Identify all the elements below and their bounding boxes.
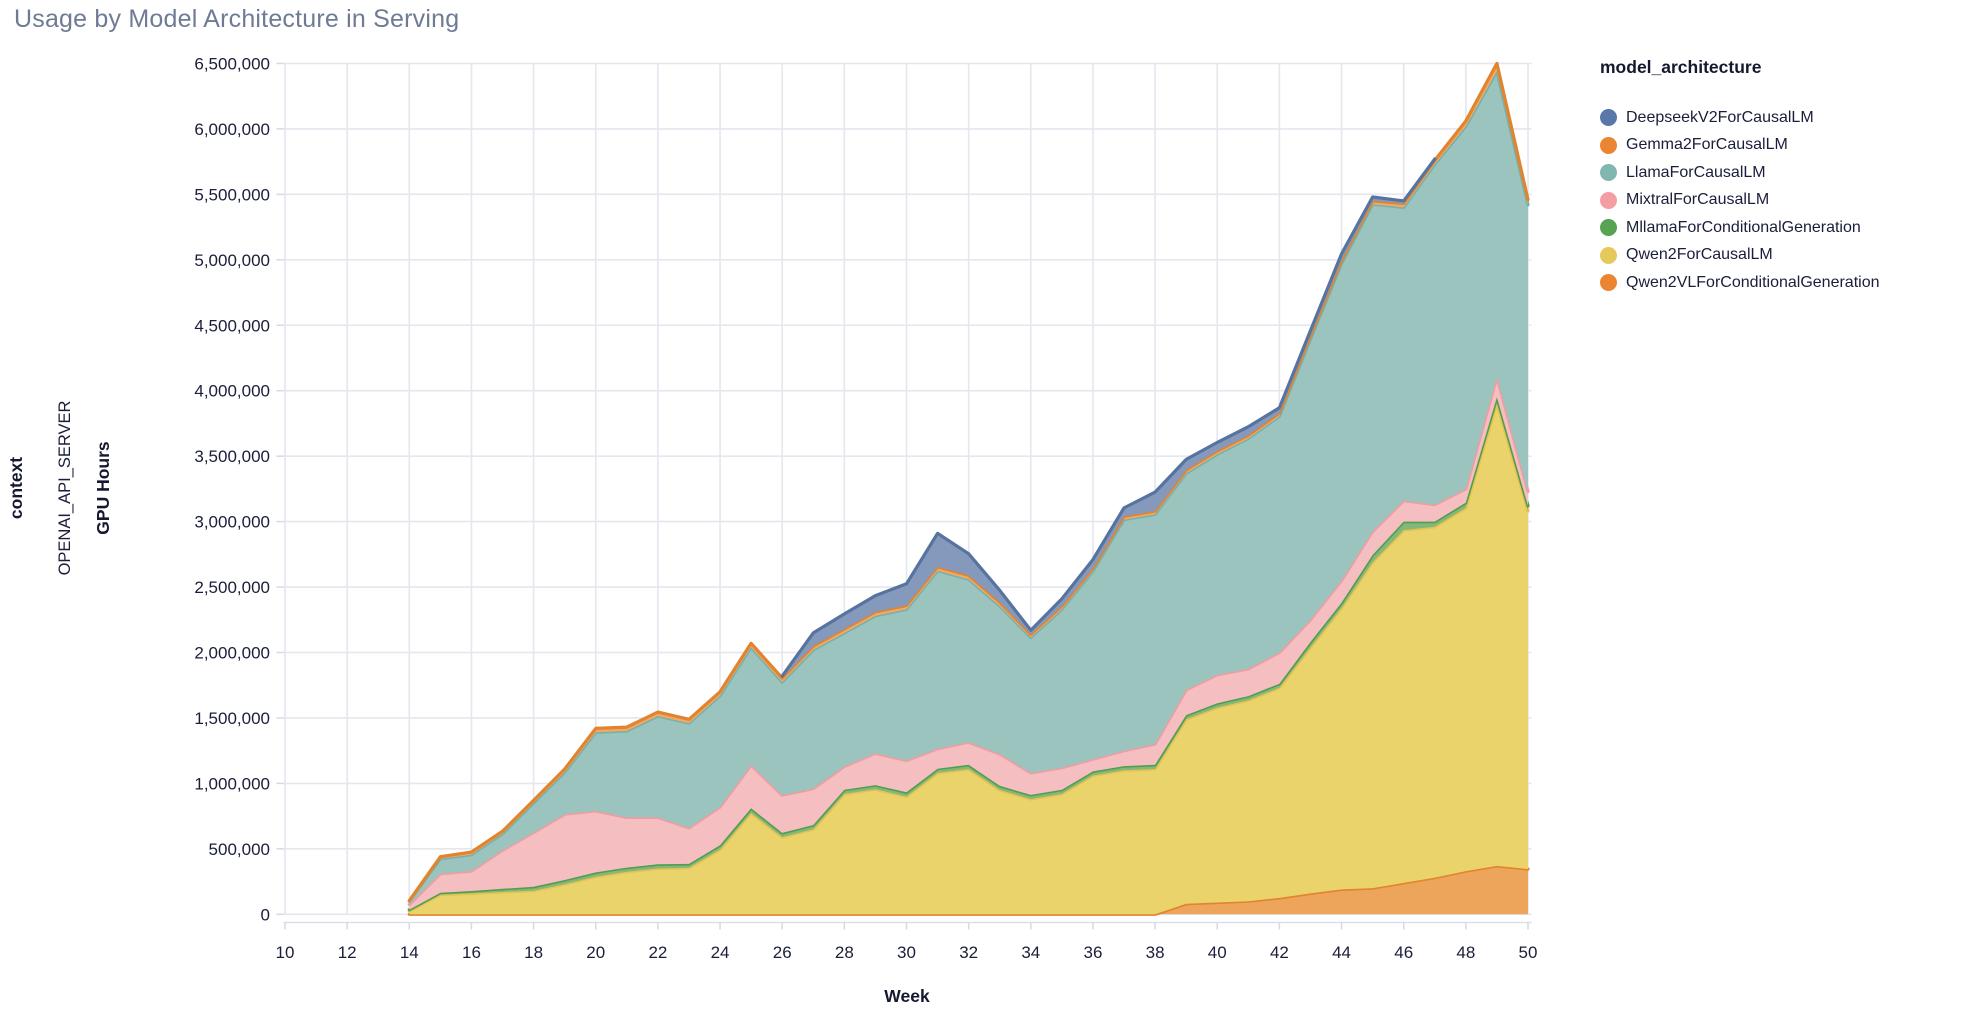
- x-tick-label: 14: [400, 943, 419, 962]
- legend-item: MllamaForConditionalGeneration: [1600, 219, 1960, 236]
- legend-item-label: DeepseekV2ForCausalLM: [1626, 108, 1814, 126]
- x-tick-label: 48: [1456, 943, 1475, 962]
- facet-row-header: context: [6, 457, 26, 519]
- y-tick-label: 6,000,000: [194, 120, 270, 139]
- legend-swatch-icon: [1600, 246, 1617, 264]
- y-tick-label: 3,500,000: [194, 447, 270, 466]
- legend-item: Qwen2VLForConditionalGeneration: [1600, 274, 1960, 291]
- legend-title: model_architecture: [1600, 57, 1762, 77]
- legend-swatch-icon: [1600, 109, 1617, 126]
- legend-item-label: Qwen2ForCausalLM: [1626, 246, 1773, 263]
- area-MllamaForConditionalGeneration: [409, 397, 1528, 911]
- x-tick-label: 32: [959, 943, 978, 962]
- y-axis-title: GPU Hours: [93, 441, 113, 535]
- x-tick-label: 44: [1332, 943, 1351, 962]
- legend-item-label: LlamaForCausalLM: [1626, 163, 1766, 181]
- y-tick-label: 3,000,000: [194, 513, 270, 532]
- x-tick-label: 20: [586, 943, 605, 962]
- facet-row-value: OPENAI_API_SERVER: [56, 400, 74, 575]
- area-MixtralForCausalLM: [409, 377, 1528, 910]
- x-tick-label: 38: [1146, 943, 1165, 962]
- x-tick-label: 42: [1270, 943, 1289, 962]
- legend-item-label: Qwen2VLForConditionalGeneration: [1626, 273, 1880, 291]
- area-LlamaForCausalLM: [409, 71, 1528, 905]
- y-tick-label: 1,000,000: [194, 774, 270, 793]
- y-tick-label: 5,500,000: [194, 185, 270, 204]
- x-tick-label: 10: [276, 943, 295, 962]
- x-tick-label: 30: [897, 943, 916, 962]
- x-tick-label: 12: [338, 943, 357, 962]
- x-tick-label: 36: [1083, 943, 1102, 962]
- legend-item-label: MixtralForCausalLM: [1626, 191, 1770, 208]
- y-tick-label: 2,000,000: [194, 644, 270, 663]
- y-tick-label: 6,500,000: [194, 54, 270, 73]
- y-tick-label: 2,500,000: [194, 578, 270, 597]
- y-tick-label: 4,000,000: [194, 382, 270, 401]
- x-tick-label: 34: [1021, 943, 1040, 962]
- x-tick-label: 50: [1519, 943, 1538, 962]
- axes: 0 500,000 1,000,000 1,500,000 2,000,000 2,500…: [194, 54, 1537, 962]
- y-tick-label: 1,500,000: [194, 709, 270, 728]
- y-tick-label: 500,000: [209, 840, 270, 859]
- legend-item-label: Gemma2ForCausalLM: [1626, 136, 1788, 153]
- legend-swatch-icon: [1600, 191, 1617, 209]
- y-tick-label: 5,000,000: [194, 251, 270, 270]
- area-DeepseekV2ForCausalLM: [782, 159, 1435, 678]
- legend-swatch-icon: [1600, 219, 1617, 236]
- area-Qwen2ForCausalLM: [409, 403, 1528, 915]
- x-tick-label: 18: [524, 943, 543, 962]
- x-tick-label: 46: [1394, 943, 1413, 962]
- x-tick-label: 22: [648, 943, 667, 962]
- x-tick-label: 16: [462, 943, 481, 962]
- legend-swatch-icon: [1600, 164, 1617, 181]
- line-DeepseekV2ForCausalLM: [780, 157, 1437, 678]
- x-axis-title: Week: [884, 986, 930, 1006]
- chart-title: Usage by Model Architecture in Serving: [14, 5, 460, 33]
- legend-item-label: MllamaForConditionalGeneration: [1626, 218, 1861, 236]
- legend-item: LlamaForCausalLM: [1600, 164, 1960, 181]
- stacked-areas: [407, 61, 1530, 916]
- legend-swatch-icon: [1600, 274, 1617, 291]
- y-tick-label: 0: [261, 905, 270, 924]
- legend-swatch-icon: [1600, 136, 1617, 154]
- legend-item: Qwen2ForCausalLM: [1600, 246, 1960, 264]
- legend-item: DeepseekV2ForCausalLM: [1600, 109, 1960, 126]
- x-tick-label: 24: [711, 943, 730, 962]
- y-tick-label: 4,500,000: [194, 316, 270, 335]
- x-tick-label: 28: [835, 943, 854, 962]
- legend-item: Gemma2ForCausalLM: [1600, 136, 1960, 154]
- x-tick-label: 26: [773, 943, 792, 962]
- legend: model_architecture DeepseekV2ForCausalLM…: [1600, 57, 1960, 302]
- legend-items: DeepseekV2ForCausalLM Gemma2ForCausalLM Ll…: [1600, 109, 1960, 291]
- x-tick-label: 40: [1208, 943, 1227, 962]
- legend-item: MixtralForCausalLM: [1600, 191, 1960, 209]
